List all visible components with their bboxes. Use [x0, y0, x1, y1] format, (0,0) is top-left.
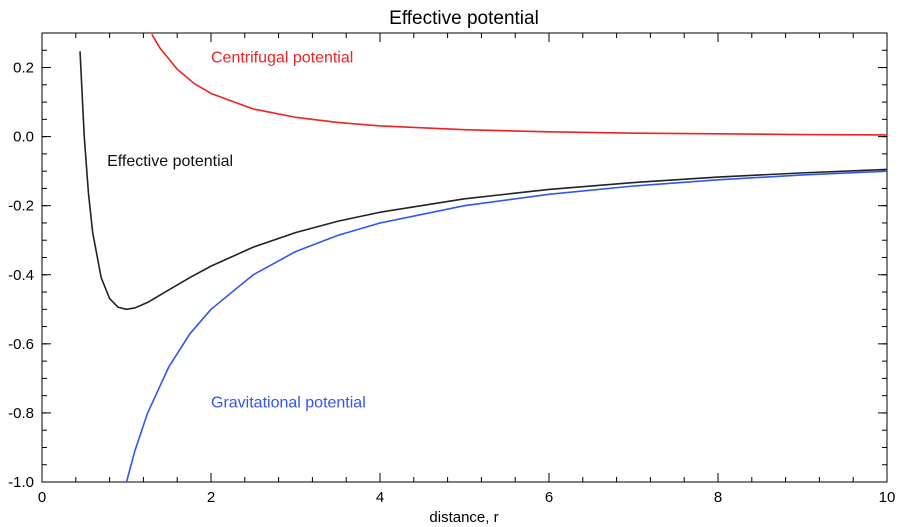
x-tick-label: 4 — [376, 489, 384, 506]
series-line-effective-potential — [79, 51, 887, 311]
plot-frame — [41, 32, 888, 483]
axis-ticks: 0 2 4 6 8 10 0.2 0.0 -0.2 -0.4 -0.6 -0.8 -1.0 — [8, 32, 896, 506]
series-line-gravitational-potential — [125, 170, 887, 482]
plot-area — [41, 32, 888, 483]
x-tick-label: 6 — [545, 489, 553, 506]
y-tick-label: 0.0 — [13, 129, 34, 146]
y-tick-label: -0.6 — [8, 336, 34, 353]
y-tick-label: -0.4 — [8, 267, 34, 284]
series-line-centrifugal-potential — [151, 33, 887, 136]
series-layer — [79, 33, 887, 482]
x-tick-label: 10 — [879, 489, 896, 506]
x-tick-label: 0 — [38, 489, 46, 506]
y-tick-label: 0.2 — [13, 60, 34, 77]
x-axis-label: distance, r — [429, 509, 498, 526]
x-tick-label: 8 — [714, 489, 722, 506]
chart-title: Effective potential — [389, 8, 539, 29]
y-tick-label: -0.8 — [8, 405, 34, 422]
y-tick-label: -1.0 — [8, 474, 34, 491]
series-annotation: Gravitational potential — [211, 395, 366, 412]
annotation-layer: Centrifugal potential Effective potential… — [107, 49, 366, 411]
series-annotation: Effective potential — [107, 153, 233, 170]
series-annotation: Centrifugal potential — [211, 49, 353, 66]
x-tick-label: 2 — [207, 489, 215, 506]
y-tick-label: -0.2 — [8, 198, 34, 215]
